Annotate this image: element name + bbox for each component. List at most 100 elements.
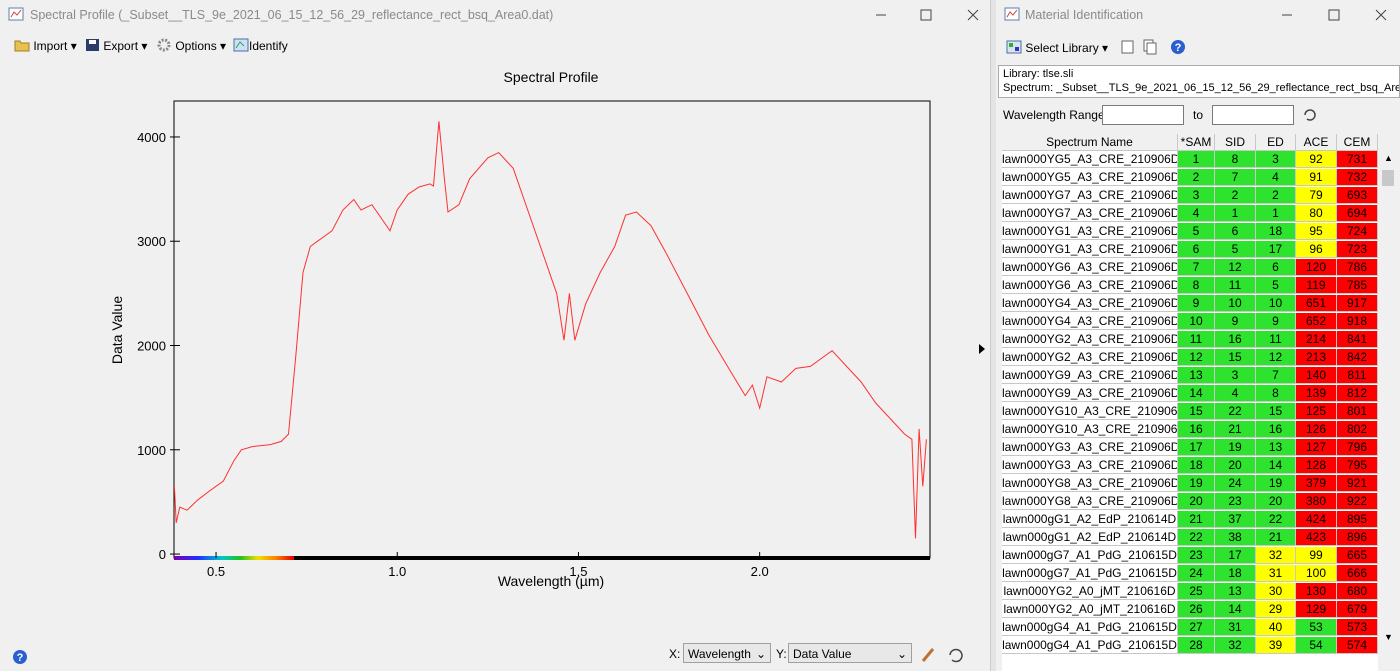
import-button[interactable]: Import ▾: [14, 38, 77, 53]
import-label: Import: [33, 39, 68, 53]
column-header[interactable]: *SAM: [1178, 134, 1215, 151]
export-label: Export: [103, 39, 139, 53]
score-cell: 922: [1337, 493, 1378, 510]
x-tick-label: 1.5: [569, 564, 587, 579]
score-cell: 6: [1215, 223, 1256, 240]
spectrum-line: [173, 121, 927, 539]
score-cell: 22: [1256, 511, 1296, 528]
y-tick-label: 0: [159, 547, 166, 562]
library-label: Library: tlse.sli: [1003, 68, 1074, 80]
x-select-value: Wavelength: [688, 647, 751, 661]
spectrum-name-cell: lawn000YG2_A3_CRE_210906D: [1002, 331, 1178, 348]
score-cell: 10: [1178, 313, 1215, 330]
chart: Spectral Profile Wavelength (µm) Data Va…: [109, 69, 931, 589]
export-button[interactable]: Export ▾: [85, 38, 147, 53]
score-cell: 31: [1215, 619, 1256, 636]
wavelength-range-label: Wavelength Range:: [1003, 108, 1108, 122]
score-cell: 11: [1256, 331, 1296, 348]
svg-text:?: ?: [1175, 42, 1182, 54]
score-cell: 53: [1296, 619, 1337, 636]
range-min-input[interactable]: [1102, 105, 1184, 125]
score-cell: 20: [1215, 457, 1256, 474]
tool-icons[interactable]: [920, 646, 970, 664]
toolbar-icons[interactable]: ?: [1120, 39, 1190, 55]
column-header[interactable]: CEM: [1337, 134, 1378, 151]
score-cell: 918: [1337, 313, 1378, 330]
refresh-icon[interactable]: [1302, 107, 1318, 123]
score-cell: 4: [1178, 205, 1215, 222]
y-tick-label: 4000: [137, 130, 166, 145]
score-cell: 19: [1178, 475, 1215, 492]
x-axis-bar: [174, 556, 930, 560]
score-cell: 723: [1337, 241, 1378, 258]
spectrum-name-cell: lawn000gG1_A2_EdP_210614D: [1002, 529, 1178, 546]
spectrum-name-cell: lawn000YG6_A3_CRE_210906D: [1002, 277, 1178, 294]
score-cell: 785: [1337, 277, 1378, 294]
range-max-input[interactable]: [1212, 105, 1294, 125]
score-cell: 379: [1296, 475, 1337, 492]
score-cell: 32: [1215, 637, 1256, 654]
score-cell: 732: [1337, 169, 1378, 186]
window-controls[interactable]: [870, 6, 985, 24]
score-cell: 17: [1215, 547, 1256, 564]
library-info: Library: tlse.sli Spectrum: _Subset__TLS…: [998, 65, 1400, 98]
spectrum-name-cell: lawn000YG9_A3_CRE_210906D: [1002, 385, 1178, 402]
score-cell: 802: [1337, 421, 1378, 438]
score-cell: 574: [1337, 637, 1378, 654]
score-cell: 10: [1256, 295, 1296, 312]
score-cell: 3: [1215, 367, 1256, 384]
score-cell: 665: [1337, 547, 1378, 564]
spectrum-name-cell: lawn000YG10_A3_CRE_210906D: [1002, 421, 1178, 438]
column-header[interactable]: ED: [1256, 134, 1296, 151]
y-axis-label: Data Value: [109, 296, 125, 364]
score-cell: 15: [1178, 403, 1215, 420]
column-header[interactable]: ACE: [1296, 134, 1337, 151]
to-label: to: [1193, 108, 1204, 122]
score-cell: 24: [1215, 475, 1256, 492]
score-cell: 841: [1337, 331, 1378, 348]
score-cell: 96: [1296, 241, 1337, 258]
spectrum-name-cell: lawn000YG8_A3_CRE_210906D: [1002, 475, 1178, 492]
x-tick-label: 2.0: [751, 564, 769, 579]
window-title: Material Identification: [1025, 8, 1144, 22]
score-cell: 24: [1178, 565, 1215, 582]
score-cell: 22: [1178, 529, 1215, 546]
score-cell: 812: [1337, 385, 1378, 402]
score-cell: 92: [1296, 151, 1337, 168]
score-cell: 680: [1337, 583, 1378, 600]
help-icon[interactable]: ?: [12, 649, 28, 665]
score-cell: 5: [1215, 241, 1256, 258]
score-cell: 39: [1256, 637, 1296, 654]
score-cell: 19: [1215, 439, 1256, 456]
score-cell: 424: [1296, 511, 1337, 528]
y-select[interactable]: Data Value ⌄: [788, 643, 912, 663]
score-cell: 2: [1256, 187, 1296, 204]
score-cell: 22: [1215, 403, 1256, 420]
score-cell: 25: [1178, 583, 1215, 600]
score-cell: 2: [1178, 169, 1215, 186]
x-select[interactable]: Wavelength ⌄: [683, 643, 771, 663]
column-header[interactable]: SID: [1215, 134, 1256, 151]
options-button[interactable]: Options ▾: [157, 38, 226, 53]
score-cell: 14: [1256, 457, 1296, 474]
identify-label: Identify: [249, 39, 288, 53]
score-cell: 1: [1256, 205, 1296, 222]
column-header[interactable]: Spectrum Name: [1002, 134, 1178, 151]
score-cell: 6: [1178, 241, 1215, 258]
score-cell: 380: [1296, 493, 1337, 510]
folder-icon: [14, 40, 30, 52]
score-cell: 129: [1296, 601, 1337, 618]
score-cell: 1: [1215, 205, 1256, 222]
score-cell: 652: [1296, 313, 1337, 330]
scrollbar[interactable]: ▲ ▼: [1380, 152, 1398, 652]
window-controls[interactable]: [1276, 6, 1394, 24]
collapse-arrow[interactable]: [978, 343, 986, 355]
score-cell: 423: [1296, 529, 1337, 546]
score-cell: 32: [1256, 547, 1296, 564]
score-cell: 7: [1256, 367, 1296, 384]
identify-button[interactable]: Identify: [233, 38, 288, 53]
score-cell: 95: [1296, 223, 1337, 240]
select-library-button[interactable]: Select Library ▾: [1006, 40, 1108, 55]
score-cell: 811: [1337, 367, 1378, 384]
chart-title: Spectral Profile: [504, 69, 599, 85]
